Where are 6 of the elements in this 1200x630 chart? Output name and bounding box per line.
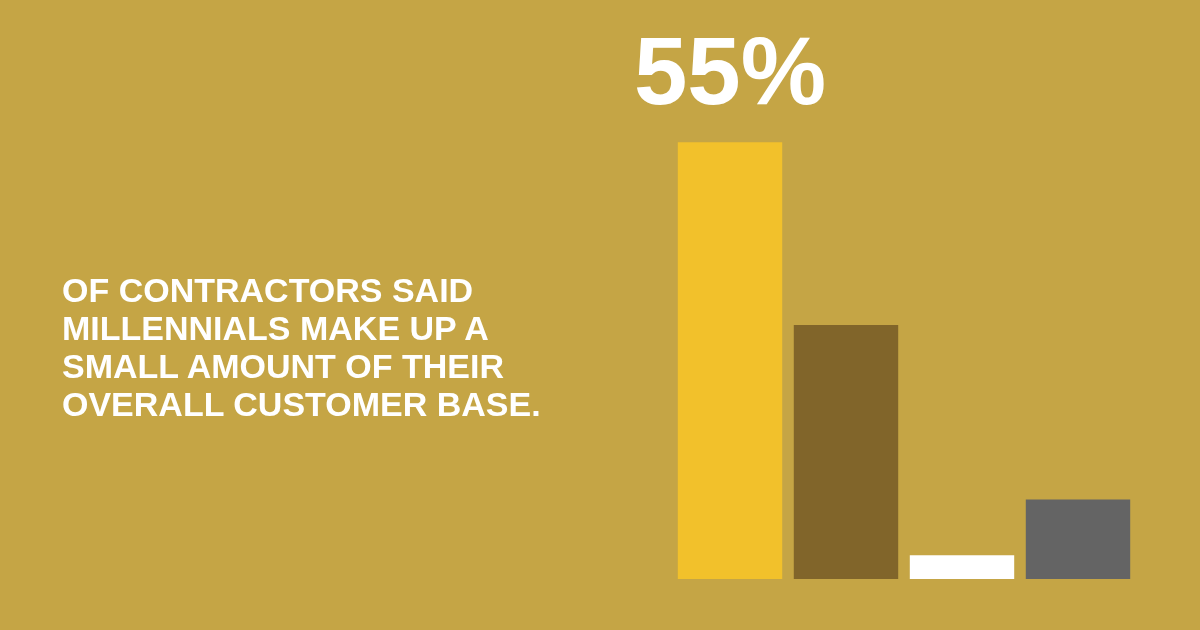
- bar: [1025, 499, 1131, 579]
- bar: [909, 555, 1015, 579]
- text: OF CONTRACTORS SAID MILLENNIALS MAKE UP A SMALL AMOUNT OF THEIR OVERALL CUSTOMER BASE.: [62, 271, 541, 423]
- bar: [677, 142, 783, 579]
- data-label: 55%: [633, 17, 827, 125]
- bar: [793, 324, 899, 579]
